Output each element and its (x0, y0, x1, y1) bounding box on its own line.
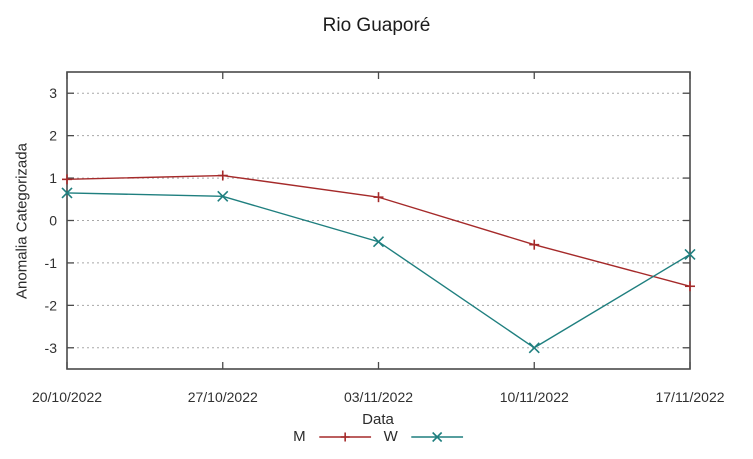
legend-label-w: W (383, 428, 398, 445)
x-tick-label: 27/10/2022 (188, 389, 258, 405)
y-tick-label: 0 (49, 213, 57, 229)
series-W-marker (372, 236, 385, 248)
y-axis-label: Anomalia Categorizada (13, 143, 31, 299)
y-tick-label: 3 (49, 85, 57, 101)
legend: M W (293, 428, 463, 445)
chart-title: Rio Guaporé (322, 15, 431, 36)
x-tick-label: 10/11/2022 (500, 389, 569, 405)
legend-label-m: M (293, 428, 306, 445)
series-W-marker (528, 342, 540, 354)
x-axis-label: Data (362, 411, 394, 428)
series-M-line (66, 174, 691, 287)
legend-sample-m (318, 430, 371, 444)
legend-sample-w (410, 430, 463, 444)
x-tick-label: 17/11/2022 (655, 389, 724, 405)
x-tick-label: 03/11/2022 (344, 389, 413, 405)
y-tick-label: -3 (45, 340, 58, 356)
x-tick-label: 20/10/2022 (32, 389, 102, 405)
series-W-marker (217, 190, 229, 202)
series-W-marker (61, 187, 73, 199)
series-W-marker (684, 248, 696, 261)
series-W-line (66, 192, 691, 349)
y-tick-label: 1 (49, 170, 57, 186)
legend-item-w: W (384, 428, 463, 445)
y-tick-label: 2 (49, 128, 57, 144)
y-tick-label: -2 (45, 297, 58, 313)
legend-item-m: M (293, 428, 371, 445)
y-tick-label: -1 (45, 255, 58, 271)
